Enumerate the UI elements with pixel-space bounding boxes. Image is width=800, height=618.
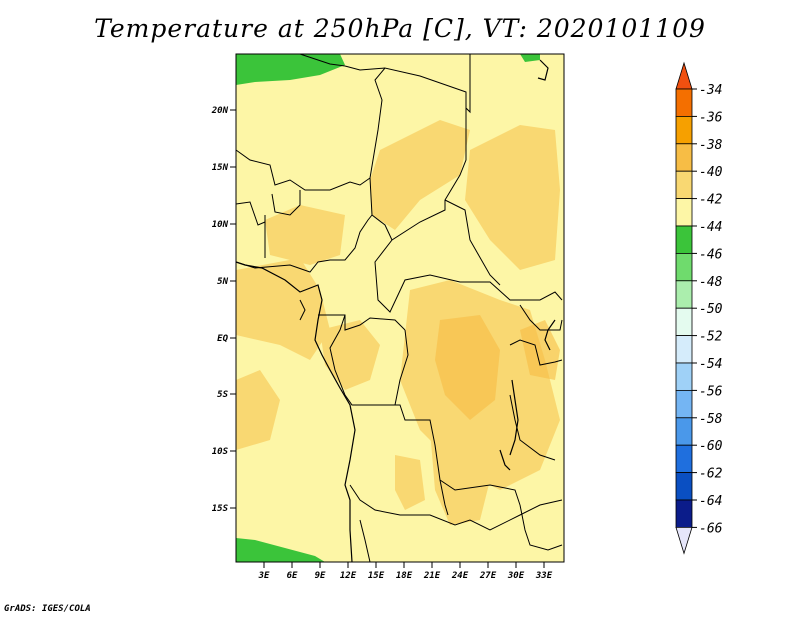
colorbar-label: -50 (699, 302, 723, 317)
coastline (235, 59, 556, 563)
colorbar-box (675, 88, 693, 117)
colorbar-box (675, 307, 693, 337)
lat-label: 15N (212, 163, 229, 173)
colorbar-label: -36 (699, 110, 723, 125)
lat-label: EQ (217, 334, 228, 344)
colorbar-box (675, 472, 693, 501)
colorbar-box (675, 116, 693, 145)
lon-labels: 3E 6E 9E 12E 15E 18E 21E 24E 27E 30E 33E (258, 571, 553, 581)
lon-label: 12E (340, 571, 357, 581)
lat-ticks (230, 109, 236, 509)
lat-labels: 20N 15N 10N 5N EQ 5S 10S 15S (211, 106, 229, 514)
lon-label: 30E (507, 571, 525, 581)
lat-label: 5S (217, 390, 228, 400)
colorbar-box (675, 280, 693, 309)
colorbar-label: -58 (699, 412, 723, 427)
colorbar-box (675, 170, 693, 199)
colorbar-label: -42 (699, 193, 723, 208)
lon-label: 33E (535, 571, 553, 581)
lon-label: 9E (315, 571, 326, 581)
colorbar-box (675, 252, 693, 282)
lon-label: 15E (368, 571, 385, 581)
lon-ticks (263, 562, 545, 568)
colorbar-label: -44 (699, 220, 722, 235)
colorbar-label: -54 (699, 357, 722, 372)
lat-label: 5N (217, 277, 228, 287)
colorbar-box (675, 444, 693, 474)
colorbar-label: -34 (699, 83, 722, 98)
colorbar-box (675, 225, 693, 254)
borders (235, 53, 563, 563)
colorbar-bottom-arrow (675, 527, 693, 555)
colorbar-label: -62 (699, 467, 723, 482)
colorbar-label: -60 (699, 439, 723, 454)
lon-label: 27E (479, 571, 497, 581)
lat-label: 10N (212, 220, 229, 230)
colorbar-box (675, 362, 693, 391)
map-frame (235, 53, 565, 563)
lat-label: 10S (212, 447, 229, 457)
colorbar-box (675, 143, 693, 172)
colorbar-box (675, 499, 693, 528)
colorbar-label: -46 (699, 247, 723, 262)
lon-label: 21E (423, 571, 441, 581)
lon-label: 6E (287, 571, 298, 581)
colorbar-box (675, 417, 693, 446)
lon-label: 3E (258, 571, 270, 581)
lon-label: 24E (451, 571, 469, 581)
colorbar-top-arrow (675, 61, 693, 90)
colorbar-label: -64 (699, 494, 722, 509)
colorbar-box (675, 335, 693, 364)
colorbar-box (675, 198, 693, 227)
colorbar-label: -66 (699, 521, 723, 536)
warmer-shading (435, 315, 560, 420)
colorbar-label: -48 (699, 275, 723, 290)
colorbar-label: -40 (699, 165, 723, 180)
cold-shading (236, 54, 540, 562)
lon-label: 18E (396, 571, 413, 581)
lat-label: 20N (211, 106, 229, 116)
colorbar-label: -52 (699, 330, 723, 345)
lat-label: 15S (212, 504, 229, 514)
credit-text: GrADS: IGES/COLA (4, 604, 91, 614)
chart-title: Temperature at 250hPa [C], VT: 202010110… (94, 14, 706, 43)
colorbar-label: -56 (699, 384, 723, 399)
colorbar: -34 -36 -38 -40 -42 -44 -46 -48 -50 -52 -54 -56 -58 -… (675, 61, 723, 555)
colorbar-box (675, 389, 693, 419)
colorbar-label: -38 (699, 138, 723, 153)
